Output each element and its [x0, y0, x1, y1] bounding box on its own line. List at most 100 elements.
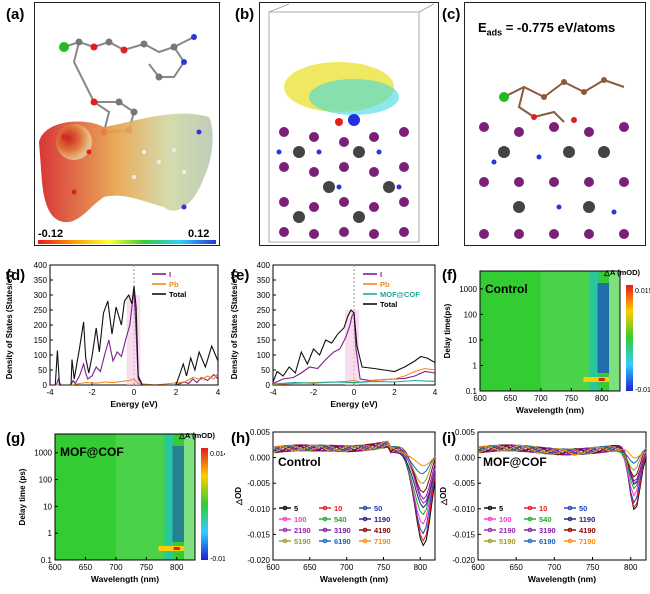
legend-marker	[282, 538, 288, 544]
panel-g-label: (g)	[6, 430, 26, 447]
molecule-esp-map	[38, 34, 216, 244]
y-tick-label: 300	[257, 291, 271, 300]
early-signal	[158, 546, 185, 551]
legend-label: 7190	[579, 537, 596, 546]
y-axis-label: △OD	[440, 487, 448, 506]
plot-frame	[477, 431, 647, 561]
y-tick-label: 0.1	[41, 556, 53, 565]
colorbar-max: 0.015	[635, 288, 650, 295]
legend-label: 5190	[499, 537, 516, 546]
y-tick-label: 300	[34, 291, 48, 300]
x-tick-label: 800	[595, 394, 609, 403]
dos-chart-e: -4 -2 0 2 4 0 50 100 150 200 250 300 350 400 Energy (e…	[230, 261, 438, 409]
legend-label: I	[169, 270, 171, 279]
x-tick-label: 750	[140, 563, 154, 572]
y-tick-label: -0.020	[452, 556, 475, 565]
x-tick-label: 600	[473, 394, 487, 403]
legend-label: 5	[499, 504, 503, 513]
eads-symbol: E	[478, 20, 487, 35]
y-tick-label: 1	[48, 529, 53, 538]
legend-label: MOF@COF	[380, 290, 420, 299]
legend-label: 3190	[539, 526, 556, 535]
legend-label: 1190	[579, 515, 595, 524]
x-tick-label: 750	[377, 563, 391, 572]
chart-title: Control	[278, 455, 321, 469]
legend-label: 10	[539, 504, 547, 513]
y-tick-label: -0.005	[247, 479, 270, 488]
eads-subscript: ads	[486, 27, 503, 38]
colorbar	[201, 448, 208, 560]
legend-marker	[487, 516, 493, 522]
x-tick-label: 700	[109, 563, 123, 572]
legend-label: 2190	[294, 526, 311, 535]
y-tick-label: 10	[43, 502, 52, 511]
legend-marker	[322, 516, 328, 522]
legend-marker	[527, 505, 533, 511]
panel-i-label: (i)	[442, 430, 457, 447]
legend-marker	[567, 505, 573, 511]
y-tick-label: 1000	[459, 285, 477, 294]
legend-label: 540	[334, 515, 347, 524]
y-tick-label: 100	[39, 476, 53, 485]
y-axis-label: Density of States (States/eV)	[5, 270, 14, 379]
y-tick-label: 350	[257, 276, 271, 285]
series-line	[50, 288, 219, 386]
panel-b-label: (b)	[235, 6, 255, 23]
series-line	[477, 444, 647, 484]
legend-marker	[567, 516, 573, 522]
y-axis-label: Density of States (States/eV)	[230, 270, 239, 379]
heatmap-region	[609, 271, 620, 391]
ta-spectra-h: 600 650 700 750 800 0.005 0.000 -0.005 -0.010 -0.…	[234, 428, 436, 584]
series-line	[272, 309, 436, 383]
legend-marker	[567, 527, 573, 533]
y-tick-label: -0.020	[247, 556, 270, 565]
x-tick-label: 650	[79, 563, 93, 572]
heatmap-region	[164, 434, 174, 560]
y-tick-label: -0.010	[452, 505, 475, 514]
ta-heatmap-f: 600 650 700 750 800 0.1 1 10 100 1000 Wavelength (…	[443, 268, 650, 415]
x-tick-label: 4	[216, 388, 221, 397]
ta-spectra-i: 600 650 700 750 800 0.005 0.000 -0.005 -0.010 -0.…	[440, 428, 647, 584]
x-tick-label: 2	[174, 388, 179, 397]
legend-marker	[322, 538, 328, 544]
panel-b: (b)	[225, 0, 440, 250]
x-tick-label: 650	[504, 394, 518, 403]
panel-i: (i) 600 650 700 750 800 0.005 0.000 -0.005 -0.01…	[440, 420, 650, 594]
legend-label: 7190	[374, 537, 391, 546]
x-axis-label: Wavelength (nm)	[91, 574, 159, 584]
x-axis-label: Wavelength (nm)	[516, 405, 584, 415]
legend-marker	[362, 527, 368, 533]
y-tick-label: 10	[468, 336, 477, 345]
series-line	[272, 443, 436, 494]
y-tick-label: 250	[257, 306, 271, 315]
charge-density-slab	[268, 3, 435, 243]
panel-f: (f) 600 650 700 750 800 0.1 1 10 100 1000 Waveleng…	[440, 255, 650, 420]
y-tick-label: 0.005	[250, 428, 271, 437]
ta-heatmap-g: 600 650 700 750 800 0.1 1 10 100 1000 Wavelength (…	[18, 431, 225, 584]
early-signal	[583, 377, 610, 382]
esp-max-label: 0.12	[188, 228, 210, 240]
panel-h-label: (h)	[231, 430, 251, 447]
legend-label: 50	[579, 504, 587, 513]
x-tick-label: 4	[433, 388, 438, 397]
esp-min-label: -0.12	[38, 228, 64, 240]
series-line	[477, 444, 647, 478]
x-tick-label: -2	[310, 388, 318, 397]
panel-e: (e) -4 -2 0 2 4 0 50 100 150 200 250 300 350 400 Energ…	[225, 255, 440, 420]
legend-label: 10	[334, 504, 342, 513]
legend-marker	[567, 538, 573, 544]
legend-marker	[487, 505, 493, 511]
y-tick-label: 100	[257, 351, 271, 360]
x-axis-label: Wavelength (nm)	[320, 574, 388, 584]
panel-d-label: (d)	[6, 267, 26, 284]
y-axis-label: Delay time(ps)	[443, 303, 452, 358]
y-axis-label: Delay time (ps)	[18, 468, 27, 525]
legend-label: 6190	[539, 537, 556, 546]
legend-label: 50	[374, 504, 382, 513]
legend-marker	[362, 505, 368, 511]
legend-label: 2190	[499, 526, 516, 535]
x-tick-label: 800	[170, 563, 184, 572]
early-signal-peak	[598, 378, 605, 381]
legend-label: 4190	[579, 526, 596, 535]
panel-g: (g) 600 650 700 750 800 0.1 1 10 100 1000 Waveleng…	[0, 420, 225, 594]
